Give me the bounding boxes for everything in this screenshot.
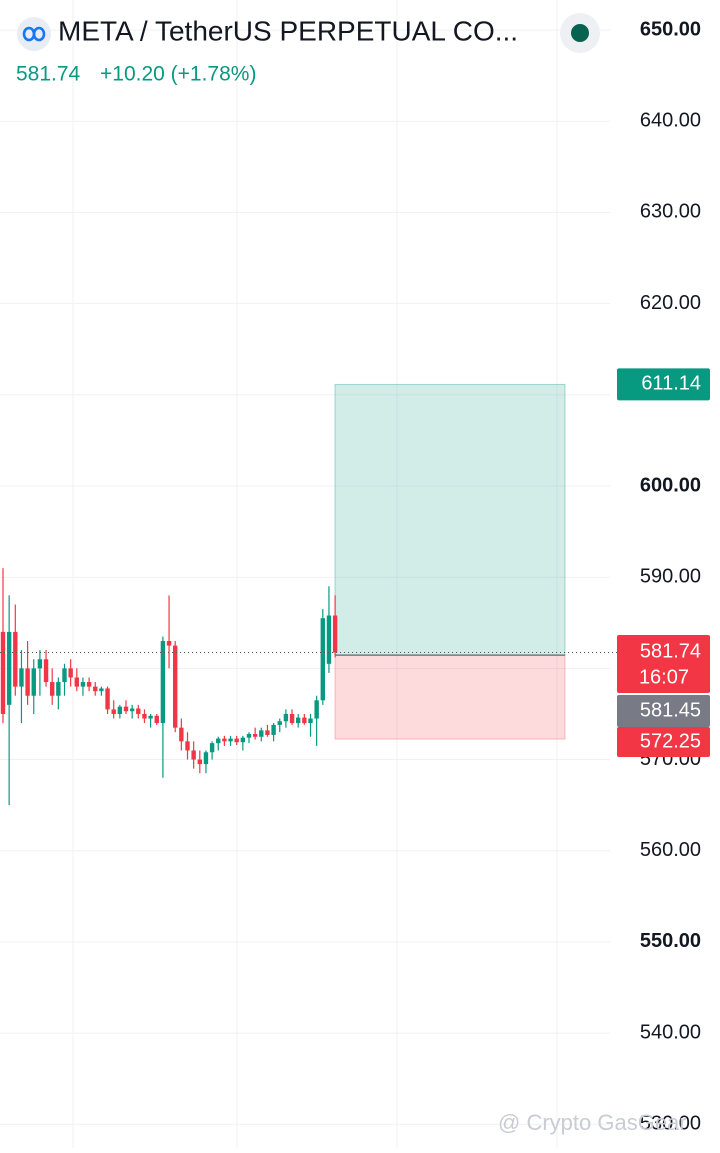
candle-body xyxy=(173,645,178,728)
status-dot xyxy=(571,24,589,42)
candle-body xyxy=(259,730,264,737)
grid xyxy=(0,0,610,1148)
candle-body xyxy=(68,668,73,678)
candle-body xyxy=(13,631,18,687)
candle-body xyxy=(19,668,24,687)
candle-body xyxy=(80,682,86,687)
price-tag-label: 572.25 xyxy=(640,730,701,752)
candle-body xyxy=(326,615,332,664)
candle-body xyxy=(216,738,221,744)
candle-body xyxy=(166,641,172,646)
y-tick-label: 540.00 xyxy=(640,1021,701,1043)
y-tick-label: 550.00 xyxy=(640,930,701,952)
candle-body xyxy=(209,743,215,753)
candle-body xyxy=(6,631,12,705)
profit-zone xyxy=(334,383,566,656)
candle-body xyxy=(129,708,135,712)
candle-body xyxy=(246,734,252,738)
y-tick-label: 640.00 xyxy=(640,110,701,132)
watermark: @ Crypto GasGear xyxy=(498,1110,687,1135)
candle-body xyxy=(197,759,202,765)
candle-body xyxy=(62,668,67,683)
countdown-label: 16:07 xyxy=(639,666,689,688)
candle-body xyxy=(43,659,49,683)
candle-body xyxy=(50,682,55,696)
y-tick-label: 600.00 xyxy=(640,474,701,496)
candle-body xyxy=(265,730,270,735)
candle-body xyxy=(203,752,209,765)
candle-body xyxy=(228,738,233,742)
y-tick-label: 650.00 xyxy=(640,18,701,40)
symbol-title: META / TetherUS PERPETUAL CO... xyxy=(58,15,518,46)
y-tick-label: 530.00 xyxy=(640,1113,701,1135)
candle-body xyxy=(25,668,30,696)
candle-body xyxy=(37,659,43,669)
candle-body xyxy=(56,682,61,696)
candle-body xyxy=(148,715,153,719)
candle-body xyxy=(111,709,116,714)
candle-body xyxy=(142,713,147,719)
candle-body xyxy=(277,721,282,725)
candle-body xyxy=(271,724,276,735)
candle-body xyxy=(154,715,159,724)
candle-body xyxy=(222,738,227,742)
logo xyxy=(22,26,46,42)
price-tag-label: 611.14 xyxy=(641,373,701,395)
candle-body xyxy=(308,718,313,724)
price-tag xyxy=(617,727,710,758)
candle-body xyxy=(191,750,196,760)
candle-body xyxy=(185,741,190,751)
candle-body xyxy=(123,706,129,712)
candle-body xyxy=(234,738,239,743)
header-price: 581.74 xyxy=(16,63,81,86)
price-tag xyxy=(617,368,710,401)
header: META / TetherUS PERPETUAL CO... 581.74 +… xyxy=(16,13,600,86)
candle-body xyxy=(320,618,325,701)
candle-body xyxy=(160,641,166,724)
y-tick-label: 590.00 xyxy=(640,565,701,587)
candle-body xyxy=(99,688,104,692)
candle-body xyxy=(283,713,289,722)
plot: 530.00540.00550.00560.00570.00580.00590.… xyxy=(0,18,710,1135)
candle-body xyxy=(74,677,79,687)
candle-body xyxy=(179,727,184,742)
candle-body xyxy=(31,668,36,696)
y-tick-label: 620.00 xyxy=(640,292,701,314)
candle-body xyxy=(240,737,246,743)
candle-body xyxy=(332,615,338,653)
y-tick-label: 630.00 xyxy=(640,201,701,223)
candle-body xyxy=(136,708,141,714)
candle-body xyxy=(93,686,98,692)
candle-body xyxy=(289,713,295,724)
candle-body xyxy=(252,734,258,737)
loss-zone xyxy=(334,654,566,740)
candle-body xyxy=(314,700,319,719)
price-tag-label: 581.74 xyxy=(640,640,701,662)
candle-body xyxy=(105,688,110,710)
candle-body xyxy=(296,717,301,724)
price-tag-label: 581.45 xyxy=(640,699,701,721)
header-change: +10.20 (+1.78%) xyxy=(100,63,256,86)
y-tick-label: 560.00 xyxy=(640,839,701,861)
candle-body xyxy=(302,717,307,724)
price-tag xyxy=(617,695,710,727)
candle-body xyxy=(117,706,123,714)
candle-body xyxy=(86,682,92,687)
candle-body xyxy=(0,631,6,714)
price-tag xyxy=(617,635,710,693)
